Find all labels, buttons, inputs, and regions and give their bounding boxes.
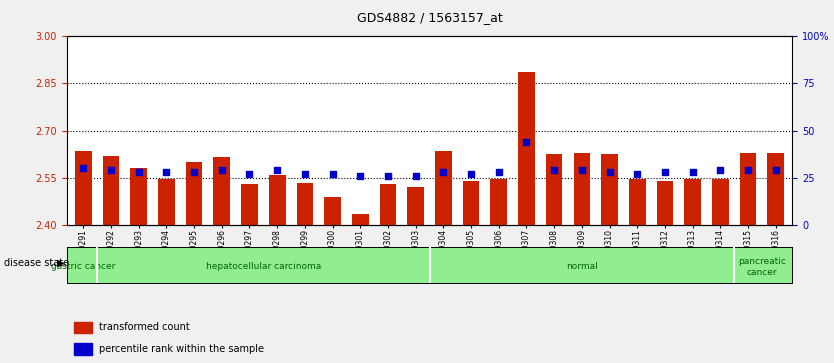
Point [631, 171, 644, 177]
Point [575, 167, 589, 173]
Point [465, 171, 478, 177]
Point [769, 167, 782, 173]
Text: normal: normal [566, 262, 598, 271]
Point [437, 169, 450, 175]
Bar [186, 162, 203, 225]
Bar [490, 179, 507, 225]
Bar [656, 181, 673, 225]
Bar [241, 184, 258, 225]
Point [714, 167, 727, 173]
Bar [629, 179, 646, 225]
Text: GDS4882 / 1563157_at: GDS4882 / 1563157_at [357, 11, 502, 24]
Point [270, 167, 284, 173]
Point [686, 169, 699, 175]
Point [354, 173, 367, 179]
Point [188, 169, 201, 175]
FancyBboxPatch shape [74, 343, 92, 355]
Point [409, 173, 422, 179]
Bar [574, 153, 590, 225]
Bar [269, 175, 285, 225]
Point [299, 171, 312, 177]
Point [381, 173, 394, 179]
Bar [545, 154, 562, 225]
Bar [379, 184, 396, 225]
Bar [712, 179, 729, 225]
Bar [684, 179, 701, 225]
Bar [324, 197, 341, 225]
Bar [297, 183, 314, 225]
Text: hepatocellular carcinoma: hepatocellular carcinoma [206, 262, 321, 271]
Bar [75, 151, 92, 225]
Point [215, 167, 229, 173]
Point [132, 169, 145, 175]
Text: percentile rank within the sample: percentile rank within the sample [99, 343, 264, 354]
Bar [158, 179, 175, 225]
Text: disease state: disease state [4, 258, 69, 268]
Bar [463, 181, 480, 225]
Bar [518, 73, 535, 225]
Bar [214, 158, 230, 225]
Bar [103, 156, 119, 225]
Point [603, 169, 616, 175]
Text: ▶: ▶ [57, 258, 64, 268]
Bar [407, 187, 424, 225]
Text: pancreatic
cancer: pancreatic cancer [738, 257, 786, 277]
Bar [352, 214, 369, 225]
Point [243, 171, 256, 177]
Point [104, 167, 118, 173]
Bar [130, 168, 147, 225]
Point [77, 166, 90, 171]
Point [326, 171, 339, 177]
Bar [767, 153, 784, 225]
Bar [435, 151, 452, 225]
Text: gastric cancer: gastric cancer [51, 262, 116, 271]
Point [741, 167, 755, 173]
FancyBboxPatch shape [74, 322, 92, 333]
Bar [740, 153, 756, 225]
Point [160, 169, 173, 175]
Point [520, 139, 533, 145]
Point [658, 169, 671, 175]
Bar [601, 154, 618, 225]
Point [547, 167, 560, 173]
Text: transformed count: transformed count [99, 322, 190, 332]
Point [492, 169, 505, 175]
